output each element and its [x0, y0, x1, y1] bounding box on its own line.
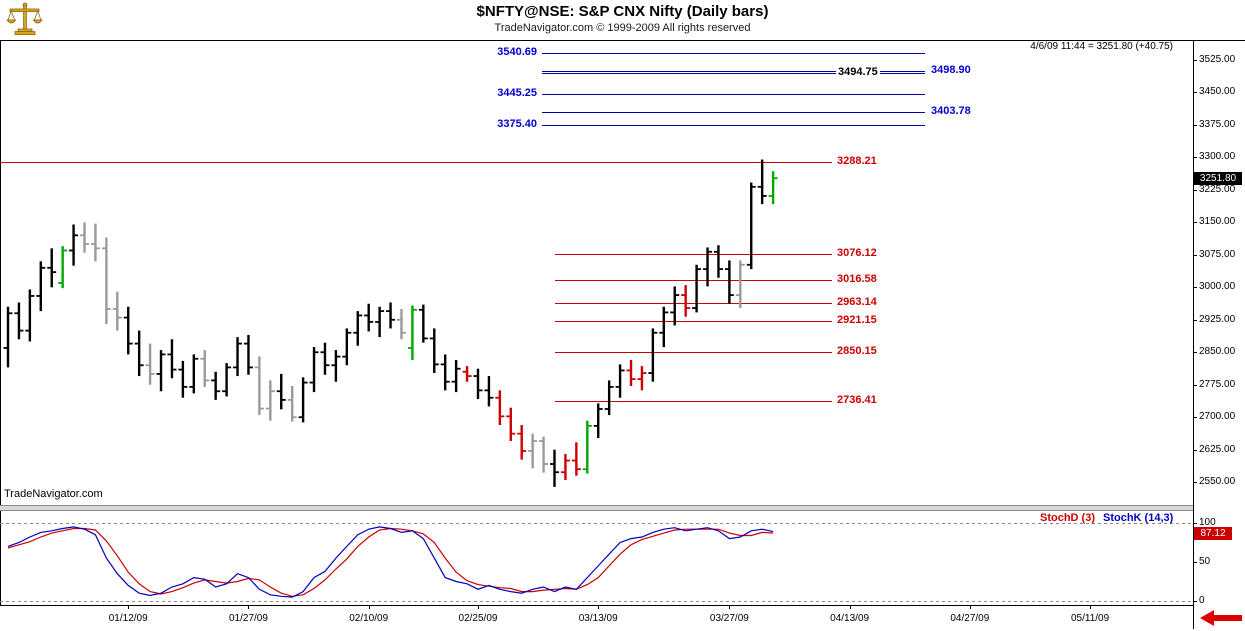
date-axis-tick: 02/10/09 [349, 613, 389, 624]
price-axis-tick: 2700.00 [1199, 411, 1236, 423]
date-axis-tick: 01/27/09 [228, 613, 268, 624]
scales-logo-icon [6, 2, 43, 36]
support-level-label: 2850.15 [837, 345, 877, 357]
chart-title: $NFTY@NSE: S&P CNX Nifty (Daily bars) [476, 3, 769, 20]
date-axis-tick: 04/27/09 [950, 613, 990, 624]
price-axis-tick: 3300.00 [1199, 151, 1236, 163]
date-axis-tick: 03/13/09 [578, 613, 618, 624]
pane-splitter-band [0, 506, 1193, 510]
price-axis-tick: 2850.00 [1199, 346, 1236, 358]
stochk-line [7, 526, 774, 598]
date-axis-tick: 03/27/09 [709, 613, 749, 624]
support-level-label: 2921.15 [837, 314, 877, 326]
stochd-line [7, 527, 774, 597]
price-axis-tick: 2550.00 [1199, 476, 1236, 488]
price-axis-tick: 2925.00 [1199, 313, 1236, 325]
resistance-level-label: 3403.78 [931, 105, 971, 117]
price-axis-tick: 3225.00 [1199, 183, 1236, 195]
support-level-label: 3016.58 [837, 273, 877, 285]
resistance-level-label: 3540.69 [497, 46, 537, 58]
price-axis-tick: 3000.00 [1199, 281, 1236, 293]
watermark-text: TradeNavigator.com [4, 488, 103, 500]
resistance-level-label: 3494.75 [836, 66, 880, 78]
price-axis-tick: 3450.00 [1199, 86, 1236, 98]
resistance-level-label: 3498.90 [931, 64, 971, 76]
stoch-axis-tick: 100 [1199, 517, 1216, 528]
stoch-axis-tick: 50 [1199, 556, 1211, 567]
legend-stochd[interactable]: StochD (3) [1040, 512, 1095, 524]
last-price-badge: 3251.80 [1194, 171, 1242, 185]
scroll-left-arrow-icon[interactable] [1198, 607, 1244, 629]
support-level-label: 2736.41 [837, 394, 877, 406]
support-level-label: 2963.14 [837, 296, 877, 308]
date-axis-tick: 01/12/09 [108, 613, 148, 624]
support-level-label: 3076.12 [837, 247, 877, 259]
copyright-line: TradeNavigator.com © 1999-2009 All right… [494, 22, 751, 34]
price-axis-tick: 3075.00 [1199, 248, 1236, 260]
stoch-axis-tick: 0 [1199, 595, 1205, 606]
price-axis-tick: 3150.00 [1199, 216, 1236, 228]
price-axis-tick: 3375.00 [1199, 118, 1236, 130]
legend-stochk[interactable]: StochK (14,3) [1103, 512, 1174, 524]
price-axis-tick: 2775.00 [1199, 378, 1236, 390]
date-axis-tick: 04/13/09 [830, 613, 870, 624]
support-level-label: 3288.21 [837, 155, 877, 167]
date-axis-tick: 05/11/09 [1070, 613, 1110, 624]
price-bar-series [3, 159, 778, 487]
resistance-level-label: 3375.40 [497, 118, 537, 130]
resistance-level-label: 3445.25 [497, 87, 537, 99]
date-axis-tick: 02/25/09 [458, 613, 498, 624]
stoch-value-badge: 87.12 [1194, 526, 1232, 540]
price-axis-tick: 3525.00 [1199, 53, 1236, 65]
price-axis-tick: 2625.00 [1199, 443, 1236, 455]
last-quote-status: 4/6/09 11:44 = 3251.80 (+40.75) [1030, 41, 1173, 52]
